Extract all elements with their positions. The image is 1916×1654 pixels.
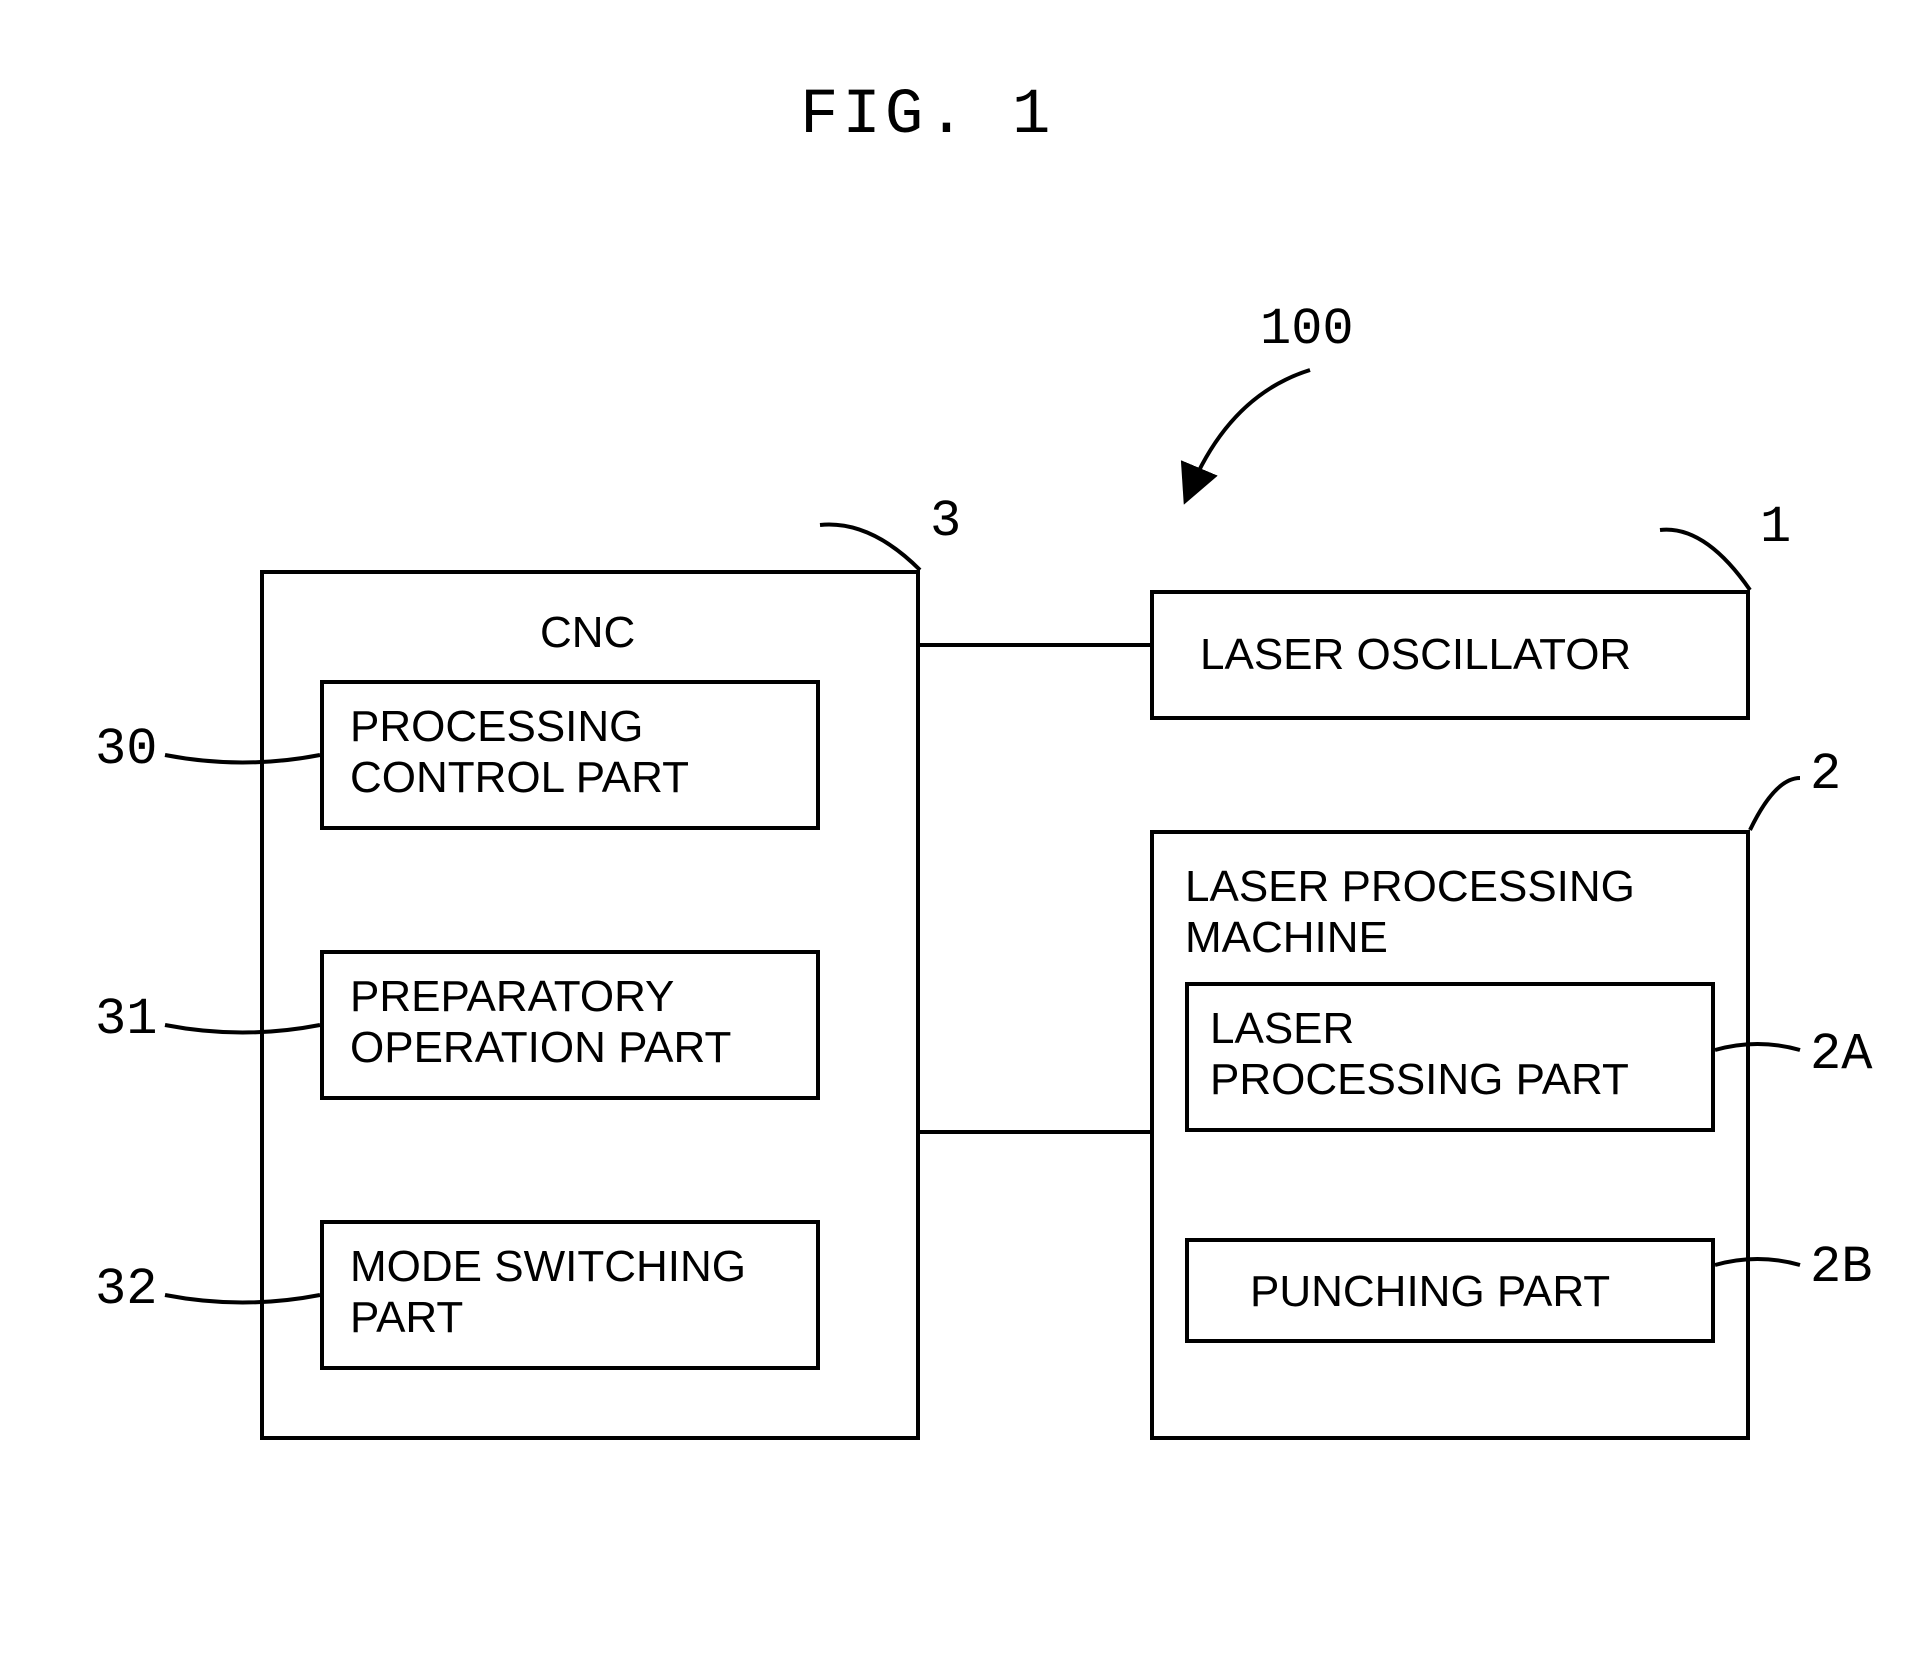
connector [920, 643, 1150, 647]
lpm-part-leader [0, 0, 1916, 1654]
connector [920, 1130, 1150, 1134]
